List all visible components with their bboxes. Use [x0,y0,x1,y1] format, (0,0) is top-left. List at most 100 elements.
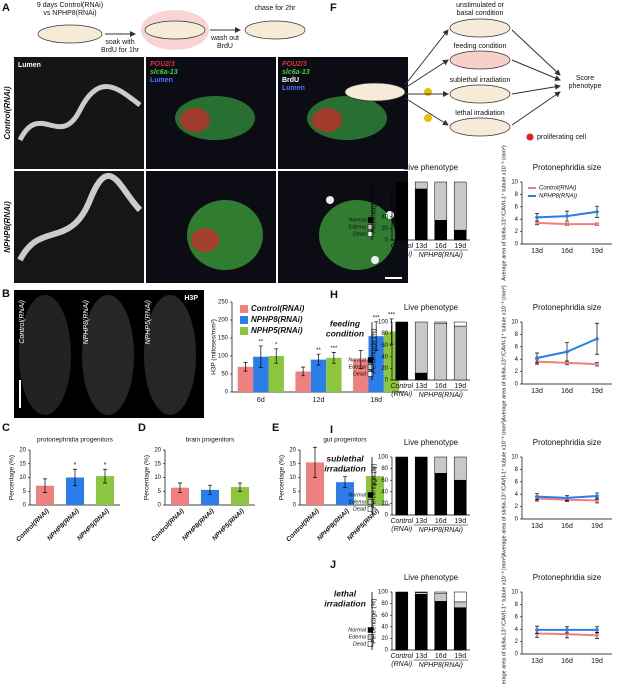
x-sublabel: (RNAi) [391,391,412,398]
x-tick-label: 13d [531,658,543,665]
bar-segment [395,181,409,241]
point [595,628,599,632]
y-tick-label: 80 [381,191,388,197]
y-tick-label: 8 [515,467,519,473]
y-axis-label: Percentage (%) [9,455,16,500]
worm [244,20,306,40]
x-tick-label: 6d [257,397,265,404]
arrow [511,29,561,76]
x-tick-label: 16d [435,243,447,250]
x-tick-label: 18d [370,397,382,404]
x-tick-label: 19d [591,523,603,530]
x-tick-label: 16d [435,653,447,660]
bar-segment [434,321,448,324]
h3p-image: H3P Control(RNAi) NPHP8(RNAi) NPHP5(RNAi… [14,290,204,418]
bar-segment [395,321,409,381]
significance: * [104,462,107,469]
legend-swatch [367,641,374,647]
legend-label: Control(RNAi) [539,186,576,192]
error-bar [258,345,263,368]
error-bar [358,350,363,369]
point [535,356,539,360]
x-tick-label: 13d [415,518,427,525]
y-tick-label: 6 [515,344,519,350]
bar [295,371,311,392]
step-text: BrdU [217,43,233,50]
bar [310,359,327,392]
bar-segment [434,601,448,651]
y-axis-label: Percentage (%) [371,463,378,508]
y-tick-label: 2 [515,504,519,510]
y-tick-label: 20 [154,448,161,454]
y-tick-label: 6 [515,204,519,210]
significance: * [275,342,278,348]
error-bar [343,476,347,489]
point [565,496,569,500]
y-tick-label: 0 [158,503,162,509]
bar [36,485,54,505]
microscopy-grid: Lumen POU2/3 slc6a-13 Lumen POU2/3 slc6a… [14,57,408,283]
y-axis-label: H3P (mitoses/mm²) [211,319,218,375]
lumen-signal [17,84,142,142]
legend-label: Edema [349,224,366,230]
panel-label: A [2,2,10,14]
bar [201,489,219,505]
condition-label: sublethal [326,453,364,463]
radiation-icon [424,88,432,96]
y-tick-label: 8 [515,332,519,338]
panel-label: B [2,288,10,300]
brdu-cell [371,256,379,264]
group-label: Control(RNAi) [19,300,26,344]
error-bar [373,467,377,485]
group-label: NPHP8(RNAi) [419,527,463,534]
condition-text: sublethal irradiation [450,77,511,84]
bar-segment [414,456,428,516]
group-label: NPHP8(RNAi) [419,662,463,669]
bar-segment [414,594,428,651]
x-sublabel: (RNAi) [391,251,412,258]
schematic-a: 9 days Control(RNAi) vs NPHP8(RNAi) soak… [37,2,306,54]
arrow [511,91,561,126]
error-bar [274,348,279,364]
bar-segment [395,591,409,651]
y-tick-label: 20 [381,226,388,232]
y-tick-label: 2 [515,369,519,375]
worm-stain [144,295,196,415]
bar [96,476,114,505]
y-tick-label: 10 [511,320,518,326]
error-bar [331,352,336,364]
y-tick-label: 4 [515,492,519,498]
x-tick-label: 16d [561,658,573,665]
y-tick-label: 250 [218,300,229,306]
step-text: BrdU for 1hr [101,47,140,54]
bar [306,462,324,505]
x-sublabel: (RNAi) [391,526,412,533]
y-tick-label: 60 [381,203,388,209]
point [565,349,569,354]
y-tick-label: 50 [221,372,228,378]
chart-title: Protonephridia size [533,573,602,582]
legend-label: Edema [349,634,366,640]
y-tick-label: 0 [23,503,27,509]
legend-label: Control(RNAi) [251,304,305,313]
y-axis-label: Percentage (%) [371,328,378,373]
y-tick-label: 20 [381,366,388,372]
marker-label: H3P [184,295,198,302]
y-tick-label: 80 [381,601,388,607]
legend-label: Normal [348,217,367,223]
y-tick-label: 20 [289,448,296,454]
x-tick-label: Control [390,653,413,660]
signal [312,108,342,132]
x-tick-label: Control [390,383,413,390]
error-bar [73,468,77,487]
y-tick-label: 4 [515,627,519,633]
condition-text: lethal irradiation [455,110,505,117]
signal [187,200,263,270]
y-tick-label: 0 [515,652,519,658]
y-axis-label: Percentage (%) [371,598,378,643]
error-bar [208,484,212,495]
y-tick-label: 10 [511,455,518,461]
error-bar [389,318,394,345]
channel-label: Lumen [282,85,305,92]
condition-label: basal [334,178,356,188]
